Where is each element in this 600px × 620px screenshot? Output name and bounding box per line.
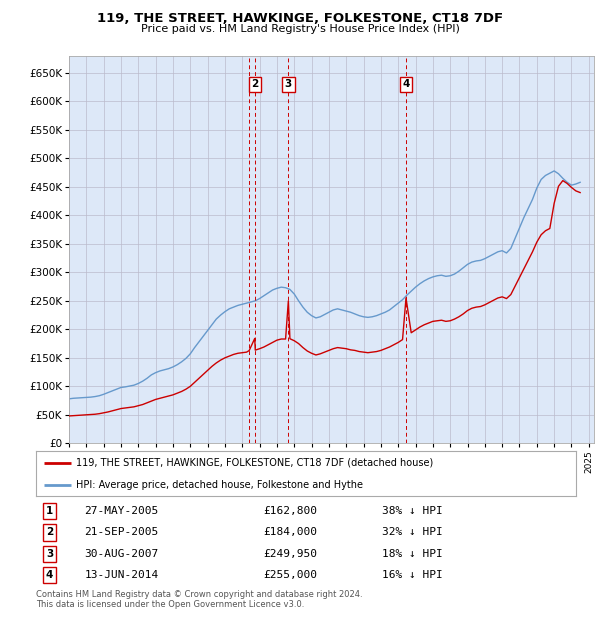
Text: 2: 2 xyxy=(251,79,259,89)
Text: 16% ↓ HPI: 16% ↓ HPI xyxy=(382,570,442,580)
Text: 18% ↓ HPI: 18% ↓ HPI xyxy=(382,549,442,559)
Text: Price paid vs. HM Land Registry's House Price Index (HPI): Price paid vs. HM Land Registry's House … xyxy=(140,24,460,33)
Text: 4: 4 xyxy=(403,79,410,89)
Text: £162,800: £162,800 xyxy=(263,506,317,516)
Text: £255,000: £255,000 xyxy=(263,570,317,580)
Text: This data is licensed under the Open Government Licence v3.0.: This data is licensed under the Open Gov… xyxy=(36,600,304,609)
Text: 27-MAY-2005: 27-MAY-2005 xyxy=(85,506,159,516)
Text: 1: 1 xyxy=(46,506,53,516)
Text: Contains HM Land Registry data © Crown copyright and database right 2024.: Contains HM Land Registry data © Crown c… xyxy=(36,590,362,600)
Text: 119, THE STREET, HAWKINGE, FOLKESTONE, CT18 7DF: 119, THE STREET, HAWKINGE, FOLKESTONE, C… xyxy=(97,12,503,25)
Text: £249,950: £249,950 xyxy=(263,549,317,559)
Text: 21-SEP-2005: 21-SEP-2005 xyxy=(85,528,159,538)
Text: 2: 2 xyxy=(46,528,53,538)
Text: 38% ↓ HPI: 38% ↓ HPI xyxy=(382,506,442,516)
Text: 32% ↓ HPI: 32% ↓ HPI xyxy=(382,528,442,538)
Text: 3: 3 xyxy=(285,79,292,89)
Text: 119, THE STREET, HAWKINGE, FOLKESTONE, CT18 7DF (detached house): 119, THE STREET, HAWKINGE, FOLKESTONE, C… xyxy=(77,458,434,467)
Text: £184,000: £184,000 xyxy=(263,528,317,538)
Text: 13-JUN-2014: 13-JUN-2014 xyxy=(85,570,159,580)
Text: 4: 4 xyxy=(46,570,53,580)
Text: 3: 3 xyxy=(46,549,53,559)
Text: 30-AUG-2007: 30-AUG-2007 xyxy=(85,549,159,559)
Text: HPI: Average price, detached house, Folkestone and Hythe: HPI: Average price, detached house, Folk… xyxy=(77,480,364,490)
